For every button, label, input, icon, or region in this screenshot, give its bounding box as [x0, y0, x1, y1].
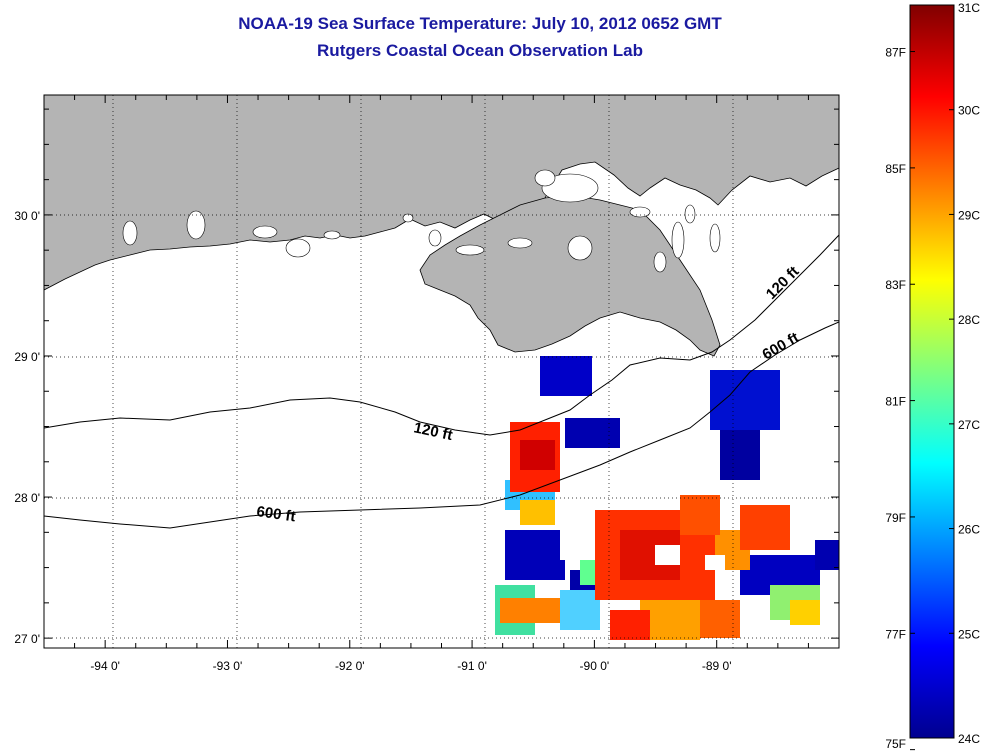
lon-tick-label: -93 0' — [213, 659, 243, 673]
colorbar-label-celsius: 28C — [958, 313, 980, 327]
lon-tick-label: -94 0' — [90, 659, 120, 673]
lat-tick-label: 30 0' — [14, 209, 40, 223]
colorbar-label-fahrenheit: 83F — [885, 278, 906, 292]
colorbar-label-celsius: 30C — [958, 104, 980, 118]
colorbar — [909, 4, 955, 739]
colorbar-label-celsius: 29C — [958, 208, 980, 222]
lat-tick-label: 27 0' — [14, 632, 40, 646]
land-mass — [44, 95, 839, 291]
colorbar-label-fahrenheit: 87F — [885, 46, 906, 60]
colorbar-label-celsius: 31C — [958, 1, 980, 15]
colorbar-label-celsius: 27C — [958, 418, 980, 432]
sst-data-layer — [495, 356, 839, 640]
colorbar-labels: 31C 30C 29C 28C 27C 26C 25C 24C 87F 85F 83F 81F 79F 7… — [885, 1, 980, 751]
colorbar-label-fahrenheit: 79F — [885, 511, 906, 525]
colorbar-label-fahrenheit: 85F — [885, 162, 906, 176]
lon-tick-label: -90 0' — [580, 659, 610, 673]
lon-tick-label: -89 0' — [702, 659, 732, 673]
delta-land — [419, 194, 721, 357]
lon-tick-label: -91 0' — [457, 659, 487, 673]
contour-label-600ft-west: 600 ft — [255, 503, 296, 525]
inland-lakes — [122, 169, 721, 273]
graticule — [44, 95, 839, 648]
lat-tick-label: 28 0' — [14, 491, 40, 505]
lat-tick-label: 29 0' — [14, 350, 40, 364]
colorbar-label-fahrenheit: 77F — [885, 627, 906, 641]
colorbar-label-fahrenheit: 81F — [885, 395, 906, 409]
map-subtitle: Rutgers Coastal Ocean Observation Lab — [317, 41, 643, 60]
colorbar-label-celsius: 26C — [958, 523, 980, 537]
colorbar-label-celsius: 25C — [958, 627, 980, 641]
depth-contours — [44, 234, 839, 529]
lon-tick-label: -92 0' — [335, 659, 365, 673]
colorbar-label-fahrenheit: 75F — [885, 737, 906, 751]
colorbar-label-celsius: 24C — [958, 732, 980, 746]
map-title: NOAA-19 Sea Surface Temperature: July 10… — [238, 14, 722, 33]
axis-ticks: -94 0' -93 0' -92 0' -91 0' -90 0' -89 0' 27 0… — [14, 95, 839, 673]
